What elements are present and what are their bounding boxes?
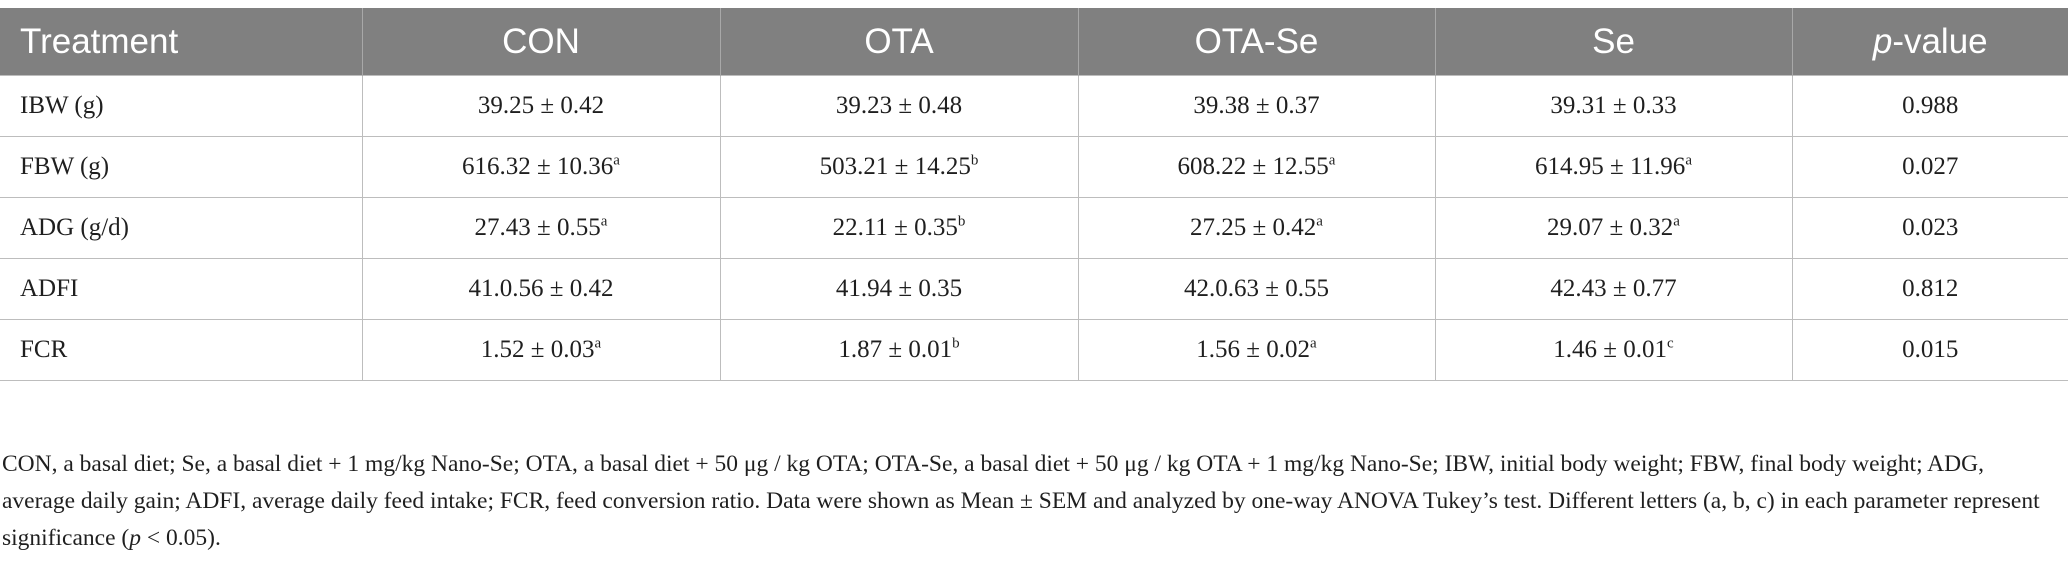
header-ota: OTA bbox=[719, 8, 1079, 76]
cell-se: 29.07 ± 0.32a bbox=[1434, 197, 1793, 259]
header-treatment: Treatment bbox=[0, 8, 363, 76]
cell-se: 614.95 ± 11.96a bbox=[1434, 136, 1793, 198]
significance-letter: b bbox=[952, 335, 960, 352]
row-label: IBW (g) bbox=[0, 75, 363, 137]
cell-value: 1.52 ± 0.03 bbox=[480, 336, 595, 363]
header-ota-se: OTA-Se bbox=[1077, 8, 1436, 76]
cell-ota-se: 1.56 ± 0.02a bbox=[1077, 319, 1436, 381]
header-se: Se bbox=[1434, 8, 1793, 76]
footnote-main-text: CON, a basal diet; Se, a basal diet + 1 … bbox=[2, 451, 2040, 551]
cell-value: 614.95 ± 11.96 bbox=[1535, 153, 1686, 180]
significance-letter: a bbox=[1673, 213, 1680, 230]
cell-con: 41.0.56 ± 0.42 bbox=[361, 258, 721, 320]
header-p-suffix: -value bbox=[1892, 21, 1988, 61]
cell-p-value: 0.027 bbox=[1791, 136, 2068, 198]
cell-value: 29.07 ± 0.32 bbox=[1547, 214, 1674, 241]
cell-value: 1.56 ± 0.02 bbox=[1196, 336, 1311, 363]
table-row: IBW (g) 39.25 ± 0.42 39.23 ± 0.48 39.38 ± 0… bbox=[0, 75, 2068, 137]
significance-letter: a bbox=[594, 335, 602, 352]
row-label: FBW (g) bbox=[0, 136, 363, 198]
cell-ota: 41.94 ± 0.35 bbox=[719, 258, 1079, 320]
cell-value: 22.11 ± 0.35 bbox=[832, 214, 958, 241]
cell-p-value: 0.023 bbox=[1791, 197, 2068, 259]
significance-letter: c bbox=[1667, 335, 1674, 352]
cell-ota: 39.23 ± 0.48 bbox=[719, 75, 1079, 137]
row-label: ADG (g/d) bbox=[0, 197, 363, 259]
cell-ota: 22.11 ± 0.35b bbox=[719, 197, 1079, 259]
significance-letter: a bbox=[1316, 213, 1323, 230]
significance-letter: a bbox=[600, 213, 608, 230]
table-row: ADG (g/d) 27.43 ± 0.55a 22.11 ± 0.35b 27.25… bbox=[0, 197, 2068, 259]
cell-value: 503.21 ± 14.25 bbox=[819, 153, 971, 180]
significance-letter: a bbox=[613, 152, 620, 169]
significance-letter: a bbox=[1328, 152, 1336, 169]
cell-ota-se: 27.25 ± 0.42a bbox=[1077, 197, 1436, 259]
cell-se: 39.31 ± 0.33 bbox=[1434, 75, 1793, 137]
cell-con: 1.52 ± 0.03a bbox=[361, 319, 721, 381]
cell-value: 42.43 ± 0.77 bbox=[1550, 275, 1677, 302]
footnote-end-text: < 0.05). bbox=[140, 525, 221, 551]
table-row: FCR 1.52 ± 0.03a 1.87 ± 0.01b 1.56 ± 0.02a 1… bbox=[0, 319, 2068, 381]
cell-value: 608.22 ± 12.55 bbox=[1177, 153, 1329, 180]
cell-value: 1.46 ± 0.01 bbox=[1553, 336, 1668, 363]
cell-p-value: 0.812 bbox=[1791, 258, 2068, 320]
header-con: CON bbox=[361, 8, 721, 76]
significance-letter: b bbox=[957, 213, 966, 230]
cell-se: 1.46 ± 0.01c bbox=[1434, 319, 1793, 381]
cell-ota-se: 42.0.63 ± 0.55 bbox=[1077, 258, 1436, 320]
table-footnote: CON, a basal diet; Se, a basal diet + 1 … bbox=[2, 446, 2047, 557]
cell-p-value: 0.988 bbox=[1791, 75, 2068, 137]
cell-ota: 1.87 ± 0.01b bbox=[719, 319, 1079, 381]
significance-letter: a bbox=[1685, 152, 1692, 169]
cell-value: 42.0.63 ± 0.55 bbox=[1184, 275, 1329, 302]
growth-performance-table: Treatment CON OTA OTA-Se Se p-value IBW … bbox=[0, 8, 2068, 381]
cell-value: 616.32 ± 10.36 bbox=[462, 153, 614, 180]
cell-value: 1.87 ± 0.01 bbox=[838, 336, 953, 363]
cell-ota-se: 608.22 ± 12.55a bbox=[1077, 136, 1436, 198]
table-row: FBW (g) 616.32 ± 10.36a 503.21 ± 14.25b 608… bbox=[0, 136, 2068, 198]
table-row: ADFI 41.0.56 ± 0.42 41.94 ± 0.35 42.0.63 ± … bbox=[0, 258, 2068, 320]
cell-value: 39.25 ± 0.42 bbox=[477, 92, 605, 119]
cell-ota: 503.21 ± 14.25b bbox=[719, 136, 1079, 198]
cell-con: 616.32 ± 10.36a bbox=[361, 136, 721, 198]
cell-con: 39.25 ± 0.42 bbox=[361, 75, 721, 137]
cell-value: 41.94 ± 0.35 bbox=[835, 275, 963, 302]
significance-letter: b bbox=[970, 152, 979, 169]
header-p-value: p-value bbox=[1791, 8, 2068, 76]
cell-value: 27.25 ± 0.42 bbox=[1190, 214, 1317, 241]
cell-value: 27.43 ± 0.55 bbox=[474, 214, 601, 241]
cell-se: 42.43 ± 0.77 bbox=[1434, 258, 1793, 320]
row-label: ADFI bbox=[0, 258, 363, 320]
cell-value: 39.23 ± 0.48 bbox=[835, 92, 963, 119]
cell-value: 39.31 ± 0.33 bbox=[1550, 92, 1677, 119]
cell-ota-se: 39.38 ± 0.37 bbox=[1077, 75, 1436, 137]
cell-value: 41.0.56 ± 0.42 bbox=[468, 275, 614, 302]
data-table-container: Treatment CON OTA OTA-Se Se p-value IBW … bbox=[0, 8, 2068, 381]
footnote-p-italic: p bbox=[129, 525, 141, 551]
cell-value: 39.38 ± 0.37 bbox=[1193, 92, 1320, 119]
significance-letter: a bbox=[1310, 335, 1317, 352]
row-label: FCR bbox=[0, 319, 363, 381]
cell-con: 27.43 ± 0.55a bbox=[361, 197, 721, 259]
header-p-italic: p bbox=[1872, 21, 1893, 61]
table-header-row: Treatment CON OTA OTA-Se Se p-value bbox=[0, 8, 2068, 76]
cell-p-value: 0.015 bbox=[1791, 319, 2068, 381]
